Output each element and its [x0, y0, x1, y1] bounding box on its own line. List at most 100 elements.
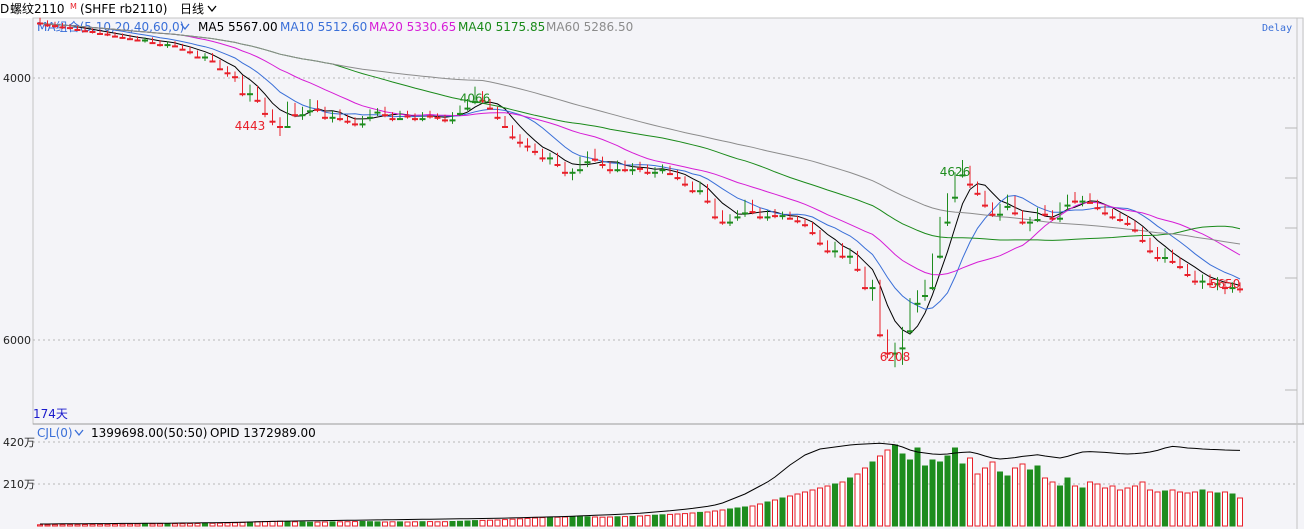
- candle[interactable]: [967, 165, 973, 188]
- candle[interactable]: [292, 102, 298, 118]
- candle[interactable]: [959, 160, 966, 178]
- candle[interactable]: [524, 138, 531, 152]
- candle[interactable]: [269, 109, 276, 126]
- candle[interactable]: [794, 215, 801, 224]
- ma-group-label[interactable]: MA组合(5,10,20,40,60,0): [37, 19, 184, 34]
- candle[interactable]: [824, 240, 831, 254]
- period-selector[interactable]: 日线: [180, 2, 204, 16]
- candle[interactable]: [704, 184, 711, 204]
- candle[interactable]: [974, 181, 981, 196]
- candle[interactable]: [997, 203, 1003, 221]
- candle[interactable]: [599, 156, 606, 169]
- candle[interactable]: [637, 161, 643, 173]
- candle[interactable]: [1049, 210, 1056, 221]
- candle[interactable]: [937, 216, 943, 259]
- candle[interactable]: [44, 20, 51, 27]
- chevron-down-icon[interactable]: [74, 429, 84, 437]
- candle[interactable]: [734, 210, 741, 221]
- candle[interactable]: [592, 148, 598, 162]
- candle[interactable]: [262, 97, 268, 118]
- candle[interactable]: [179, 43, 186, 51]
- candle[interactable]: [847, 248, 853, 264]
- candle[interactable]: [982, 190, 988, 208]
- candle[interactable]: [907, 298, 913, 335]
- candle[interactable]: [374, 108, 381, 116]
- symbol-name[interactable]: 螺纹2110: [10, 2, 65, 16]
- candle[interactable]: [1147, 237, 1153, 254]
- candle[interactable]: [82, 26, 88, 33]
- candle[interactable]: [112, 32, 118, 38]
- candle[interactable]: [607, 161, 613, 174]
- candle[interactable]: [877, 279, 883, 338]
- chevron-down-icon[interactable]: [180, 23, 190, 31]
- candle[interactable]: [299, 106, 306, 120]
- candle[interactable]: [472, 86, 478, 105]
- candle[interactable]: [142, 37, 148, 43]
- candle[interactable]: [689, 181, 696, 194]
- candle[interactable]: [1072, 192, 1078, 204]
- candle[interactable]: [74, 25, 81, 31]
- candle[interactable]: [457, 105, 463, 117]
- candle[interactable]: [569, 168, 576, 181]
- candle[interactable]: [577, 156, 583, 174]
- candle[interactable]: [164, 41, 171, 48]
- candle[interactable]: [1222, 279, 1228, 295]
- candle[interactable]: [1117, 212, 1123, 223]
- candle[interactable]: [187, 46, 193, 55]
- candle[interactable]: [1169, 249, 1176, 264]
- candle[interactable]: [809, 222, 816, 236]
- candle[interactable]: [764, 210, 771, 221]
- candle[interactable]: [622, 160, 628, 173]
- candle[interactable]: [532, 143, 538, 156]
- candle[interactable]: [922, 279, 928, 301]
- candle[interactable]: [67, 24, 73, 30]
- candle[interactable]: [892, 342, 898, 368]
- candle[interactable]: [119, 33, 126, 39]
- candle[interactable]: [787, 211, 793, 220]
- candle[interactable]: [1079, 195, 1086, 207]
- candle[interactable]: [989, 202, 996, 217]
- candle[interactable]: [832, 241, 838, 258]
- candle[interactable]: [779, 211, 786, 220]
- candle[interactable]: [224, 66, 231, 77]
- candle[interactable]: [277, 117, 283, 136]
- candle[interactable]: [517, 134, 523, 148]
- candle[interactable]: [134, 36, 141, 42]
- candle[interactable]: [202, 53, 208, 61]
- candle[interactable]: [247, 84, 253, 102]
- candle[interactable]: [307, 99, 313, 116]
- candle[interactable]: [389, 112, 396, 122]
- candle[interactable]: [749, 199, 756, 215]
- candle[interactable]: [719, 210, 726, 225]
- candle[interactable]: [352, 117, 358, 127]
- candle[interactable]: [1087, 193, 1093, 204]
- candle[interactable]: [1214, 277, 1221, 291]
- candle[interactable]: [337, 109, 343, 122]
- candle[interactable]: [449, 112, 456, 124]
- candle[interactable]: [1094, 199, 1101, 211]
- candle[interactable]: [547, 152, 553, 165]
- candle[interactable]: [434, 113, 441, 120]
- candle[interactable]: [802, 218, 808, 228]
- candle[interactable]: [1162, 248, 1168, 263]
- candle[interactable]: [157, 40, 163, 47]
- candle[interactable]: [1027, 216, 1033, 232]
- candle[interactable]: [929, 253, 936, 291]
- candle[interactable]: [232, 71, 238, 82]
- candle[interactable]: [884, 329, 891, 359]
- candle[interactable]: [217, 59, 223, 71]
- candle[interactable]: [952, 172, 958, 203]
- candle[interactable]: [674, 169, 681, 181]
- candle[interactable]: [1004, 194, 1011, 211]
- candle[interactable]: [1132, 220, 1138, 233]
- candle[interactable]: [37, 17, 43, 26]
- candle[interactable]: [1124, 215, 1131, 226]
- candle[interactable]: [554, 152, 561, 168]
- candle[interactable]: [862, 266, 868, 291]
- candle[interactable]: [52, 21, 58, 29]
- candle[interactable]: [284, 101, 291, 128]
- candle[interactable]: [502, 116, 508, 128]
- chevron-down-icon[interactable]: [207, 5, 217, 13]
- candle[interactable]: [494, 106, 501, 120]
- candle[interactable]: [652, 167, 658, 178]
